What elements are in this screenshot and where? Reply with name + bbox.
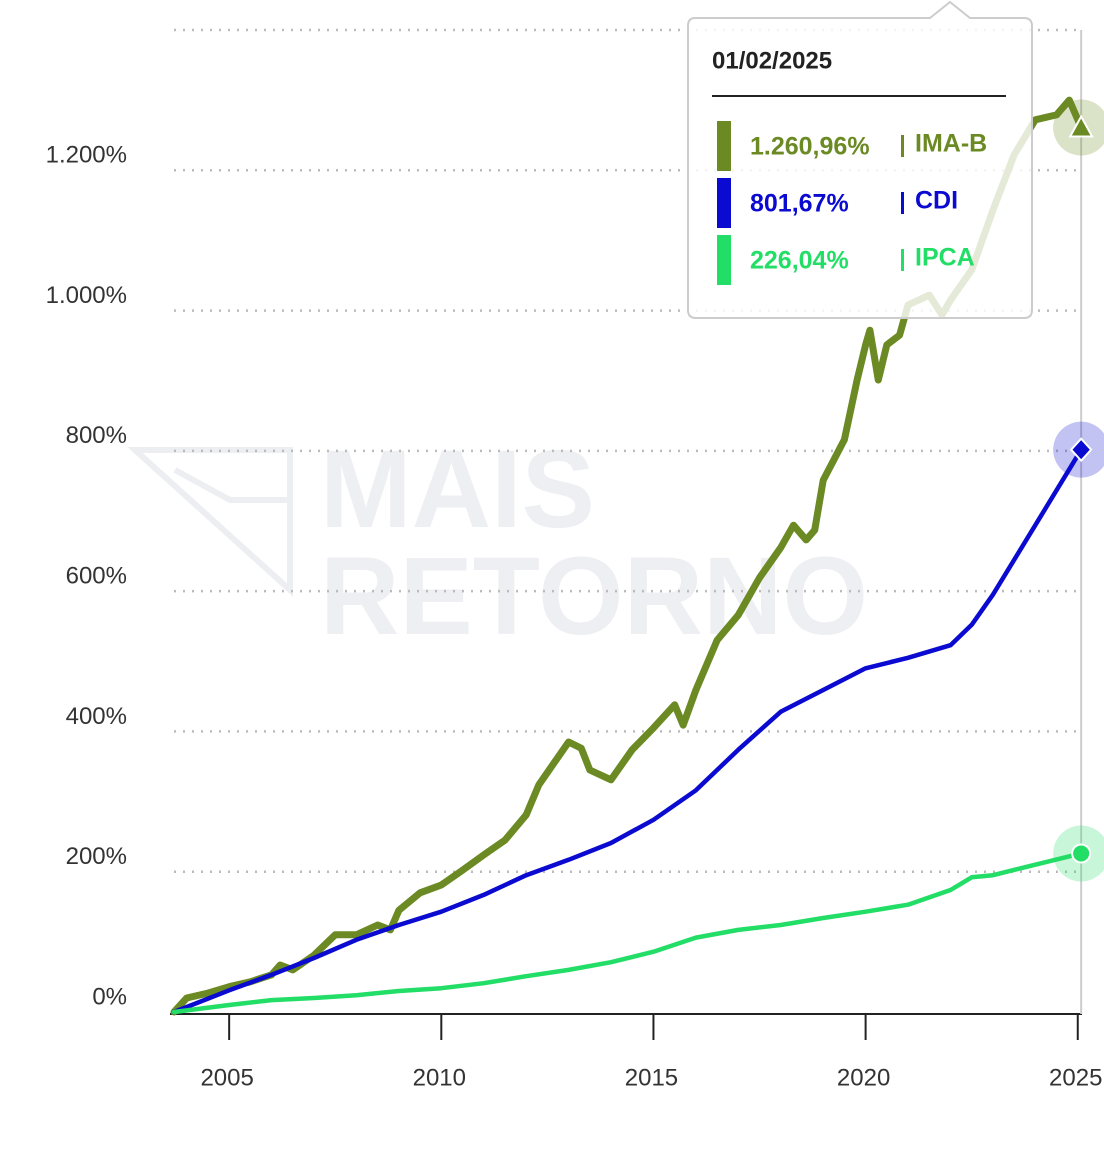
tooltip-value: 1.260,96%: [750, 133, 870, 161]
end-marker: [1071, 843, 1092, 864]
tooltip-swatch: [717, 178, 731, 228]
tooltip-box: [687, 0, 1033, 319]
x-tick-label: 2020: [837, 1064, 890, 1091]
y-tick-label: 200%: [66, 843, 127, 870]
tooltip-separator: [901, 135, 904, 157]
tooltip-swatch: [717, 121, 731, 171]
watermark-logo: [127, 447, 293, 597]
tooltip-swatch: [717, 235, 731, 285]
tooltip-series-name: IMA-B: [915, 130, 987, 158]
tooltip-date: 01/02/2025: [712, 47, 832, 74]
tooltip-value: 801,67%: [750, 190, 849, 218]
end-marker: [1069, 437, 1093, 463]
watermark-text: MAIS: [320, 428, 595, 551]
y-tick-label: 1.000%: [46, 282, 127, 309]
tooltip-separator: [901, 249, 904, 271]
y-tick-label: 800%: [66, 422, 127, 449]
x-tick-label: 2025: [1049, 1064, 1102, 1091]
watermark: MAIS RETORNO: [127, 428, 868, 658]
y-tick-label: 400%: [66, 703, 127, 730]
series-line: [171, 851, 1084, 1015]
end-marker: [1068, 114, 1094, 138]
tooltip-separator: [901, 192, 904, 214]
series-line: [171, 447, 1084, 1015]
watermark-text: RETORNO: [320, 535, 868, 658]
y-tick-label: 1.200%: [46, 142, 127, 169]
y-tick-label: 0%: [92, 983, 127, 1010]
tooltip-series-name: CDI: [915, 187, 958, 215]
x-tick-label: 2005: [200, 1064, 253, 1091]
tooltip-value: 226,04%: [750, 247, 849, 275]
x-tick-label: 2015: [625, 1064, 678, 1091]
tooltip-series-name: IPCA: [915, 244, 975, 272]
y-tick-label: 600%: [66, 562, 127, 589]
x-tick-label: 2010: [413, 1064, 466, 1091]
